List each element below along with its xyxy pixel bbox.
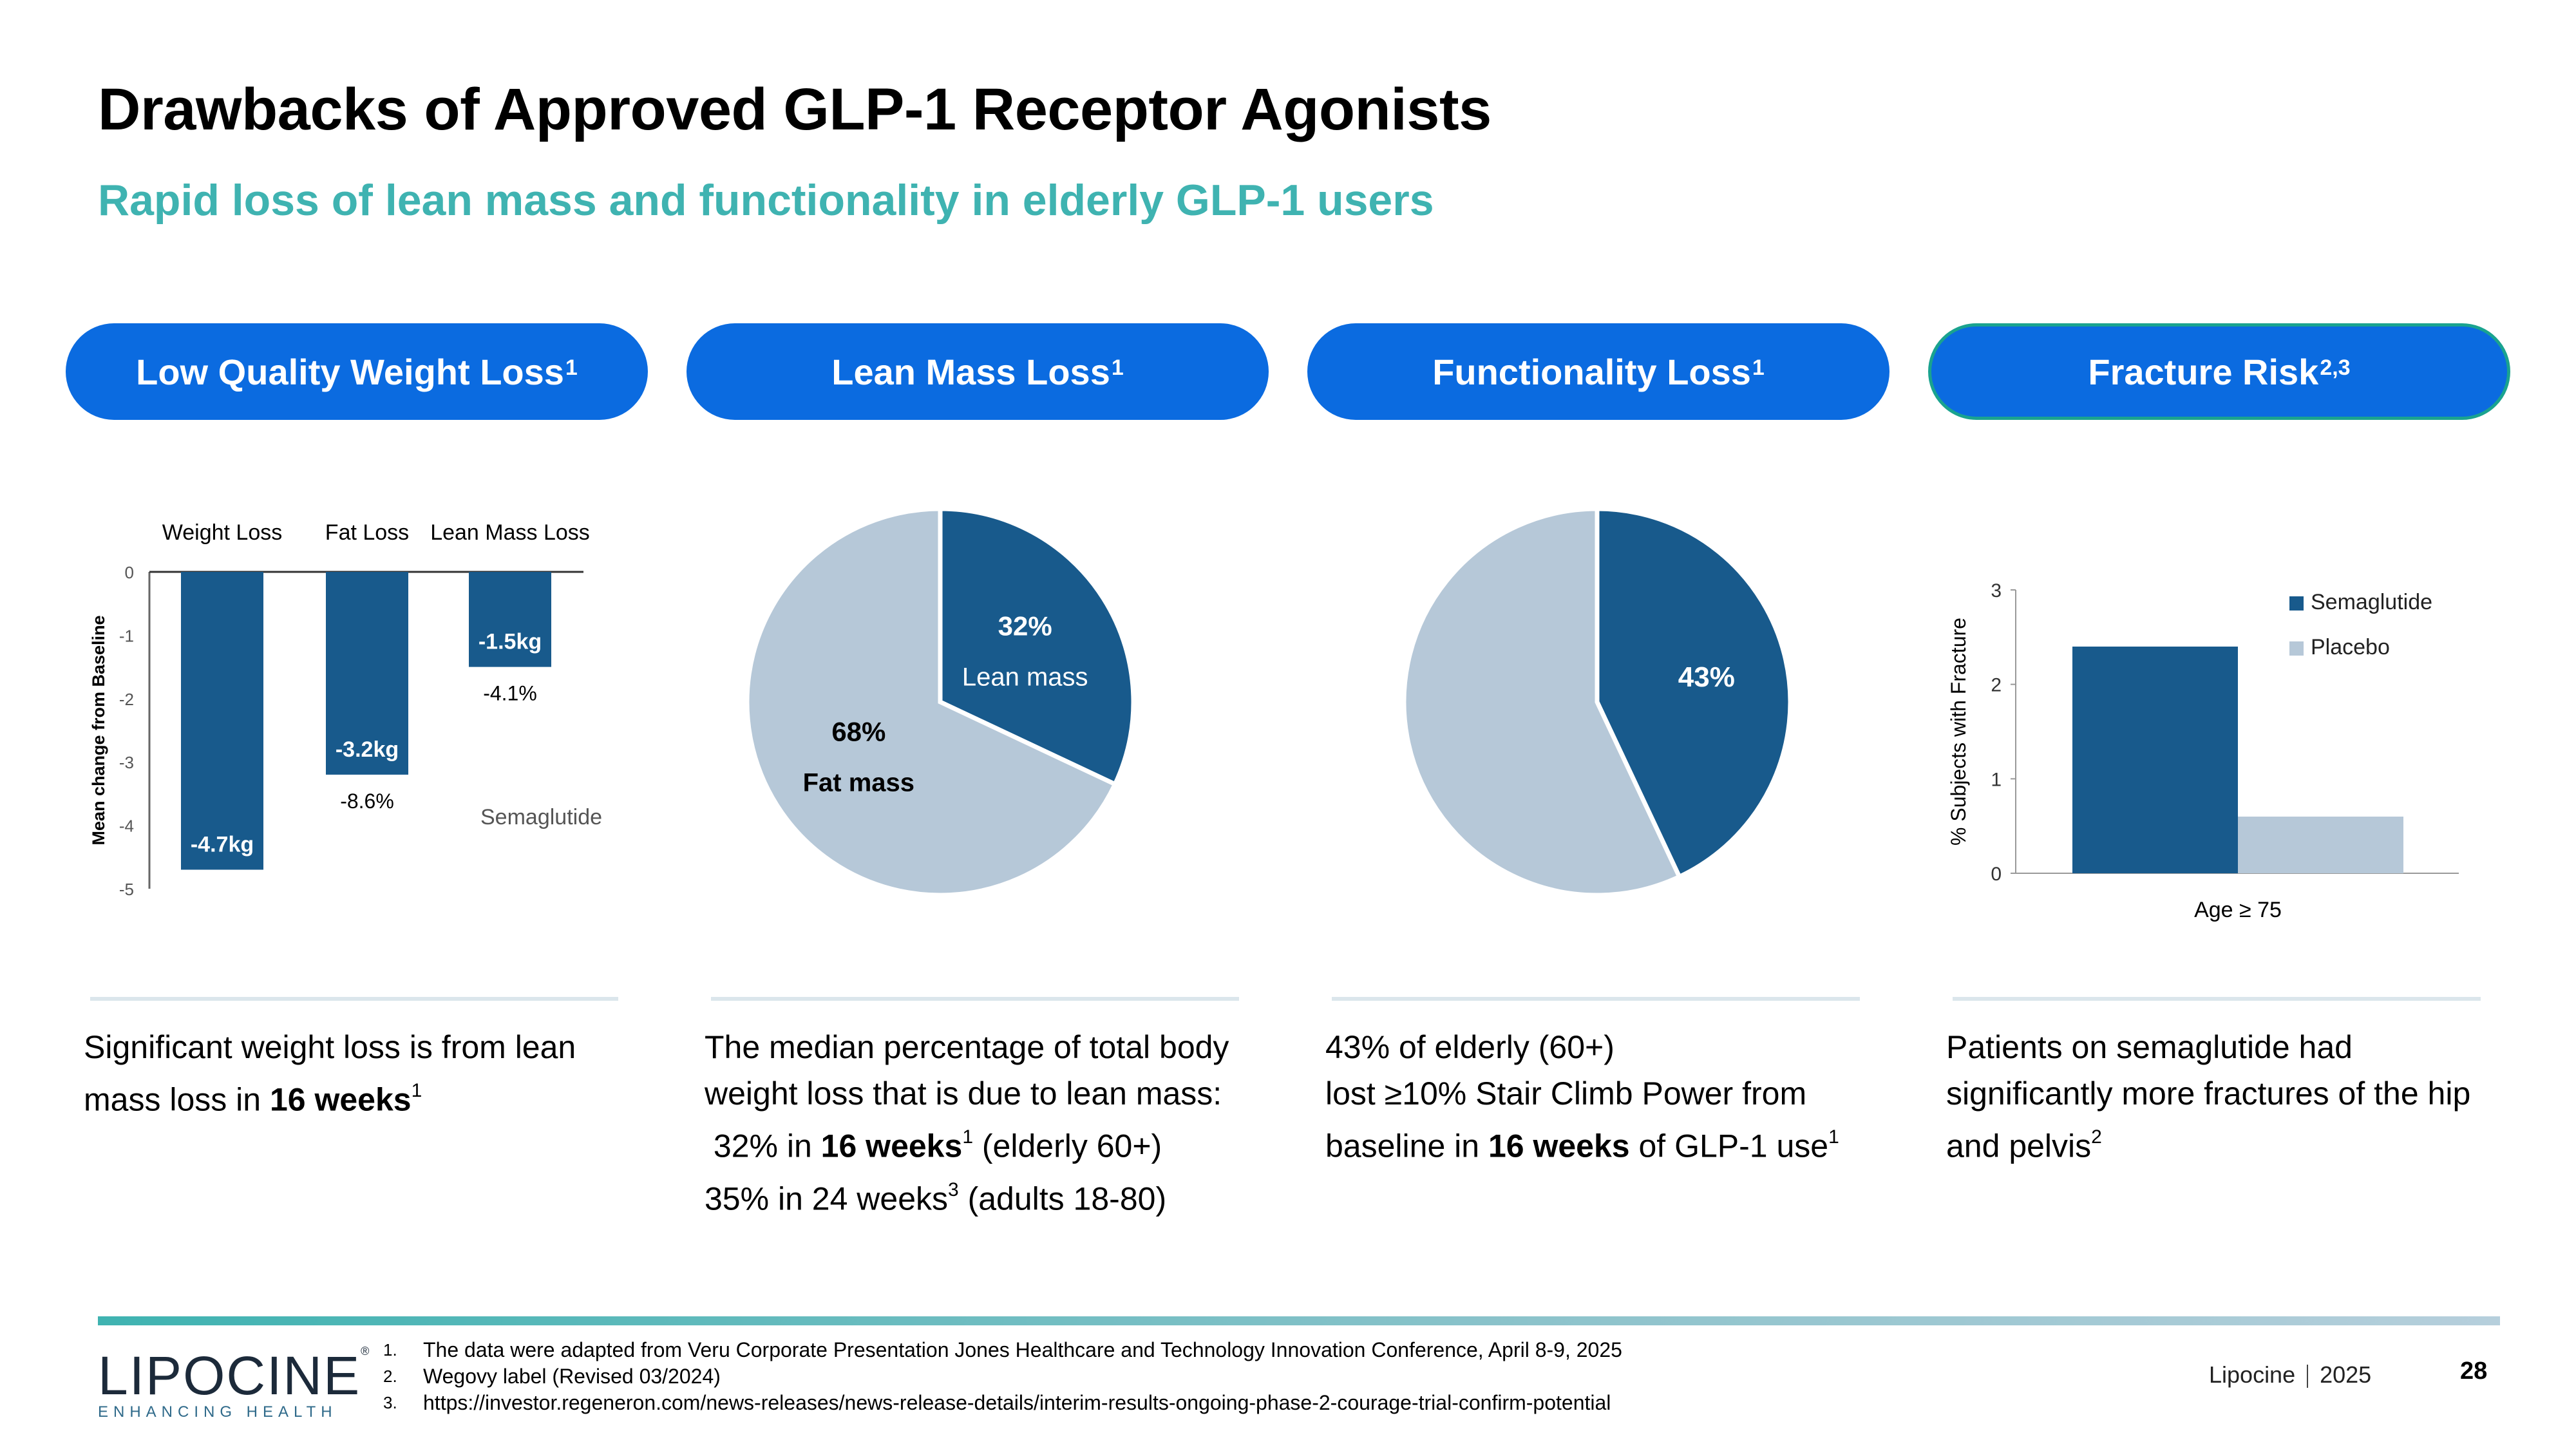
slice-percent-label: 68% (831, 716, 886, 746)
pill-functionality-loss: Functionality Loss 1 (1307, 323, 1889, 420)
pill-fracture-risk: Fracture Risk 2,3 (1928, 323, 2510, 420)
y-tick-label: -4 (119, 817, 134, 836)
description-weight-loss: Significant weight loss is from lean mas… (84, 1024, 650, 1123)
divider (90, 997, 618, 1001)
y-tick-label: 0 (1991, 864, 2002, 885)
desc-line: and pelvis2 (1946, 1126, 2102, 1164)
legend-label: Placebo (2311, 635, 2390, 659)
category-label: Lean Mass Loss (430, 520, 590, 545)
desc-line: 43% of elderly (60+) (1325, 1029, 1615, 1065)
page-title: Drawbacks of Approved GLP-1 Receptor Ago… (98, 77, 1492, 142)
fracture-risk-bar-chart: 0 1 2 3 % Subjects with Fracture Semaglutide P… (1947, 580, 2459, 922)
legend-swatch (2289, 596, 2304, 611)
desc-line: Patients on semaglutide had (1946, 1029, 2353, 1065)
weight-loss-bar-chart: 0 -1 -2 -3 -4 -5 Mean change from Baseline Weig… (89, 520, 602, 899)
desc-line: Significant weight loss is from lean (84, 1029, 576, 1065)
category-label: Fat Loss (325, 520, 409, 545)
category-label: Age ≥ 75 (2194, 898, 2282, 922)
series-annotation: Semaglutide (480, 805, 602, 829)
functionality-pie-chart: 43% (1401, 506, 1793, 898)
desc-line: lost ≥10% Stair Climb Power from (1325, 1075, 1807, 1112)
y-axis-label: % Subjects with Fracture (1947, 618, 1970, 846)
desc-line: weight loss that is due to lean mass: (705, 1075, 1222, 1112)
bar-value-label: -3.2kg (336, 737, 399, 762)
slice-name-label: Fat mass (803, 768, 914, 797)
y-axis-label: Mean change from Baseline (89, 615, 108, 845)
pill-label: Low Quality Weight Loss (136, 351, 564, 392)
pill-label: Lean Mass Loss (831, 351, 1110, 392)
bar (2238, 817, 2403, 873)
y-tick-label: 3 (1991, 580, 2002, 601)
description-fracture: Patients on semaglutide had significantl… (1946, 1024, 2513, 1170)
category-label: Weight Loss (162, 520, 282, 545)
desc-line: baseline in 16 weeks of GLP-1 use1 (1325, 1126, 1839, 1164)
pie-slice (938, 506, 1136, 788)
legend-label: Semaglutide (2311, 590, 2432, 614)
company-year: Lipocine 2025 (2209, 1361, 2372, 1388)
bar-percent-label: -8.6% (340, 790, 394, 813)
bar (469, 572, 551, 667)
bar-value-label: -4.7kg (191, 832, 254, 857)
y-tick-label: 2 (1991, 675, 2002, 696)
desc-line: 35% in 24 weeks3 (adults 18-80) (705, 1179, 1167, 1217)
desc-line: 32% in 16 weeks1 (elderly 60+) (705, 1126, 1162, 1164)
lean-mass-pie-chart: 32% Lean mass 68% Fat mass (744, 506, 1136, 898)
company-logo: LIPOCINE® ENHANCING HEALTH (98, 1345, 371, 1421)
divider (1332, 997, 1860, 1001)
legend-swatch (2289, 641, 2304, 656)
pill-low-quality-weight-loss: Low Quality Weight Loss 1 (66, 323, 648, 420)
page-subtitle: Rapid loss of lean mass and functionalit… (98, 176, 1434, 225)
reference-item: 1. The data were adapted from Veru Corpor… (383, 1338, 1622, 1361)
y-tick-label: -3 (119, 753, 134, 772)
bar-percent-label: -4.1% (483, 682, 537, 705)
pie-slice (744, 506, 1119, 898)
desc-line: The median percentage of total body (705, 1029, 1229, 1065)
footer-gradient-bar (98, 1316, 2500, 1325)
y-tick-label: 1 (1991, 769, 2002, 790)
slice-percent-label: 43% (1678, 661, 1735, 693)
reference-item: 2. Wegovy label (Revised 03/2024) (383, 1365, 721, 1388)
y-tick-label: -5 (119, 880, 134, 899)
references: 1. The data were adapted from Veru Corpor… (383, 1337, 1622, 1416)
pill-label: Functionality Loss (1432, 351, 1751, 392)
bar (2072, 647, 2238, 873)
reference-item: 3. https://investor.regeneron.com/news-re… (383, 1391, 1611, 1414)
pill-footnote: 1 (1752, 355, 1765, 380)
slice-name-label: Lean mass (962, 663, 1088, 691)
divider (711, 997, 1239, 1001)
pill-label: Fracture Risk (2088, 351, 2319, 392)
pill-footnote: 1 (565, 355, 578, 380)
y-tick-label: 0 (125, 563, 134, 582)
desc-line: mass loss in 16 weeks1 (84, 1080, 422, 1118)
pie-slice (1401, 506, 1683, 898)
desc-line: significantly more fractures of the hip (1946, 1075, 2471, 1112)
bar-value-label: -1.5kg (478, 630, 542, 654)
pie-slice (1595, 506, 1793, 880)
y-tick-label: -1 (119, 626, 134, 645)
description-functionality: 43% of elderly (60+) lost ≥10% Stair Cli… (1325, 1024, 1892, 1170)
description-lean-mass: The median percentage of total body weig… (705, 1024, 1271, 1222)
divider (1953, 997, 2481, 1001)
bar (326, 572, 408, 775)
pill-footnote: 1 (1111, 355, 1124, 380)
bar (181, 572, 263, 870)
page-number: 28 (2460, 1358, 2488, 1385)
y-tick-label: -2 (119, 690, 134, 709)
pill-footnote: 2,3 (2320, 355, 2351, 380)
slice-percent-label: 32% (998, 611, 1052, 641)
pill-lean-mass-loss: Lean Mass Loss 1 (687, 323, 1269, 420)
